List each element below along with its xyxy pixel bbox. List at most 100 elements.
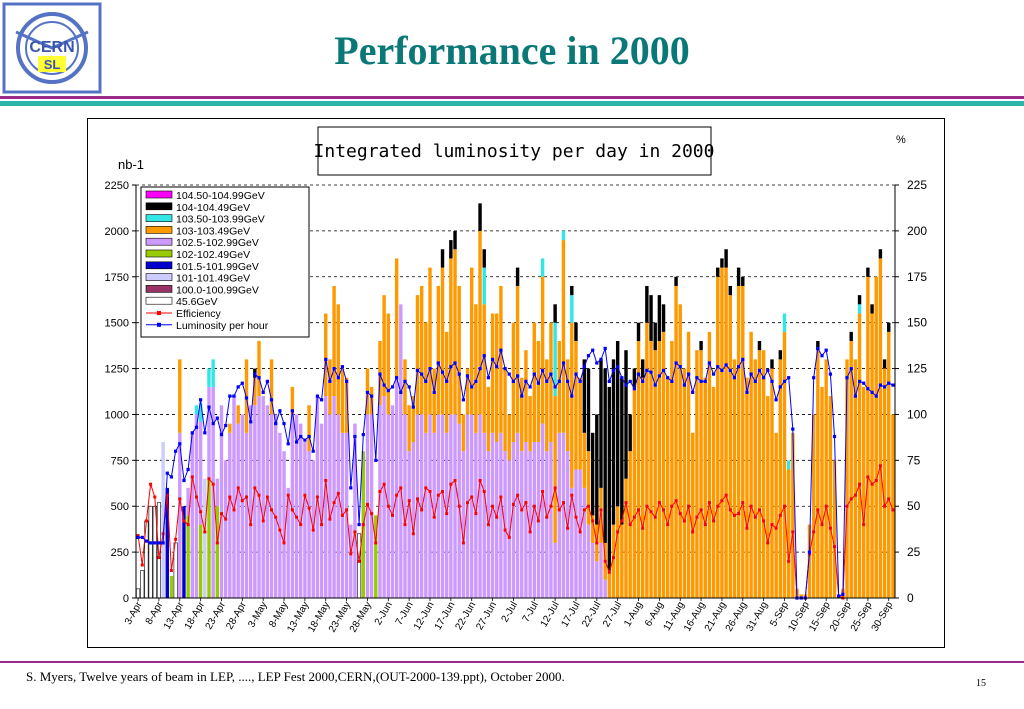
bar-segment: [540, 276, 545, 424]
efficiency-point: [524, 501, 528, 505]
bar-segment: [357, 533, 362, 599]
luminosity-per-hour-point: [378, 372, 382, 376]
bar-segment: [599, 542, 603, 598]
efficiency-point: [399, 486, 403, 490]
bar-segment: [382, 295, 386, 397]
day-bar-stack: [282, 451, 286, 598]
efficiency-point: [532, 504, 536, 508]
bar-segment: [786, 460, 791, 470]
bar-segment: [194, 405, 199, 415]
day-bar-stack: [520, 377, 524, 598]
bar-segment: [632, 386, 637, 598]
day-bar-stack: [720, 258, 724, 598]
efficiency-point: [340, 513, 344, 517]
bar-segment: [244, 359, 249, 433]
day-bar-stack: [503, 368, 507, 598]
luminosity-per-hour-point: [174, 449, 178, 453]
bar-segment: [274, 414, 278, 598]
y-tick-label: 1250: [105, 364, 129, 376]
bar-segment: [503, 368, 507, 452]
luminosity-per-hour-point: [340, 365, 344, 369]
bar-segment: [882, 368, 887, 598]
day-bar-stack: [261, 396, 265, 598]
x-tick-label: 2-Jul: [500, 600, 520, 624]
bar-segment: [778, 359, 783, 598]
efficiency-point: [607, 570, 611, 574]
bar-segment: [403, 359, 407, 415]
day-bar-stack: [574, 322, 578, 598]
day-bar-stack: [203, 478, 207, 598]
day-bar-stack: [415, 295, 420, 598]
efficiency-point: [420, 508, 424, 512]
luminosity-per-hour-point: [849, 367, 853, 371]
bar-segment: [211, 386, 215, 598]
efficiency-point: [290, 508, 294, 512]
bar-segment: [324, 313, 328, 397]
bar-segment: [878, 249, 883, 259]
luminosity-per-hour-point: [386, 389, 390, 393]
luminosity-per-hour-point: [153, 541, 157, 545]
day-bar-stack: [444, 331, 449, 598]
bar-segment: [490, 432, 495, 598]
bar-segment: [791, 432, 795, 598]
bar-segment: [545, 359, 549, 452]
day-bar-stack: [824, 359, 828, 598]
luminosity-per-hour-point: [353, 434, 357, 439]
luminosity-per-hour-point: [307, 434, 311, 439]
bar-segment: [549, 322, 553, 442]
bar-segment: [278, 432, 282, 598]
day-bar-stack: [866, 267, 870, 598]
bar-segment: [520, 377, 524, 452]
luminosity-per-hour-point: [520, 394, 524, 398]
luminosity-per-hour-point: [728, 368, 732, 372]
x-tick-label: 27-Jun: [474, 600, 499, 632]
day-bar-stack: [691, 432, 695, 598]
y2-tick-label: 150: [907, 316, 927, 330]
bar-segment: [570, 322, 574, 488]
bar-segment: [570, 285, 574, 296]
bar-segment: [353, 423, 357, 598]
luminosity-chart: Integrated luminosity per day in 2000 nb-…: [105, 126, 927, 634]
luminosity-per-hour-point: [545, 379, 549, 383]
luminosity-per-hour-point: [582, 365, 586, 369]
bar-segment: [182, 506, 186, 598]
day-bar-stack: [294, 414, 299, 598]
bar-segment: [770, 368, 774, 598]
efficiency-point: [566, 526, 570, 530]
luminosity-per-hour-point: [315, 394, 319, 398]
luminosity-per-hour-point: [878, 383, 882, 387]
efficiency-point: [299, 523, 303, 527]
bar-segment: [499, 285, 503, 433]
efficiency-point: [632, 515, 636, 519]
luminosity-per-hour-point: [595, 361, 599, 365]
bar-segment: [686, 331, 691, 598]
efficiency-point: [249, 523, 253, 527]
luminosity-per-hour-point: [524, 379, 528, 383]
day-bar-stack: [870, 304, 874, 598]
bar-segment: [207, 478, 211, 598]
bar-segment: [891, 414, 895, 598]
bar-segment: [649, 341, 653, 598]
day-bar-stack: [799, 594, 803, 598]
day-bar-stack: [882, 359, 887, 598]
day-bar-stack: [278, 432, 282, 598]
efficiency-point: [758, 508, 761, 512]
efficiency-point: [545, 515, 549, 519]
day-bar-stack: [236, 405, 240, 598]
day-bar-stack: [724, 249, 728, 598]
efficiency-point: [441, 490, 444, 493]
bar-segment: [728, 285, 732, 296]
bar-segment: [394, 377, 399, 598]
efficiency-point: [653, 515, 657, 519]
efficiency-point: [253, 486, 257, 490]
day-bar-stack: [553, 304, 557, 598]
efficiency-point: [707, 501, 711, 505]
efficiency-point: [562, 501, 565, 505]
luminosity-per-hour-point: [228, 394, 232, 398]
day-bar-stack: [786, 460, 791, 598]
efficiency-point: [336, 491, 340, 495]
bar-segment: [290, 386, 295, 415]
bar-segment: [453, 249, 457, 415]
x-tick-label: 22-Jul: [580, 600, 603, 629]
luminosity-per-hour-point: [161, 541, 165, 545]
